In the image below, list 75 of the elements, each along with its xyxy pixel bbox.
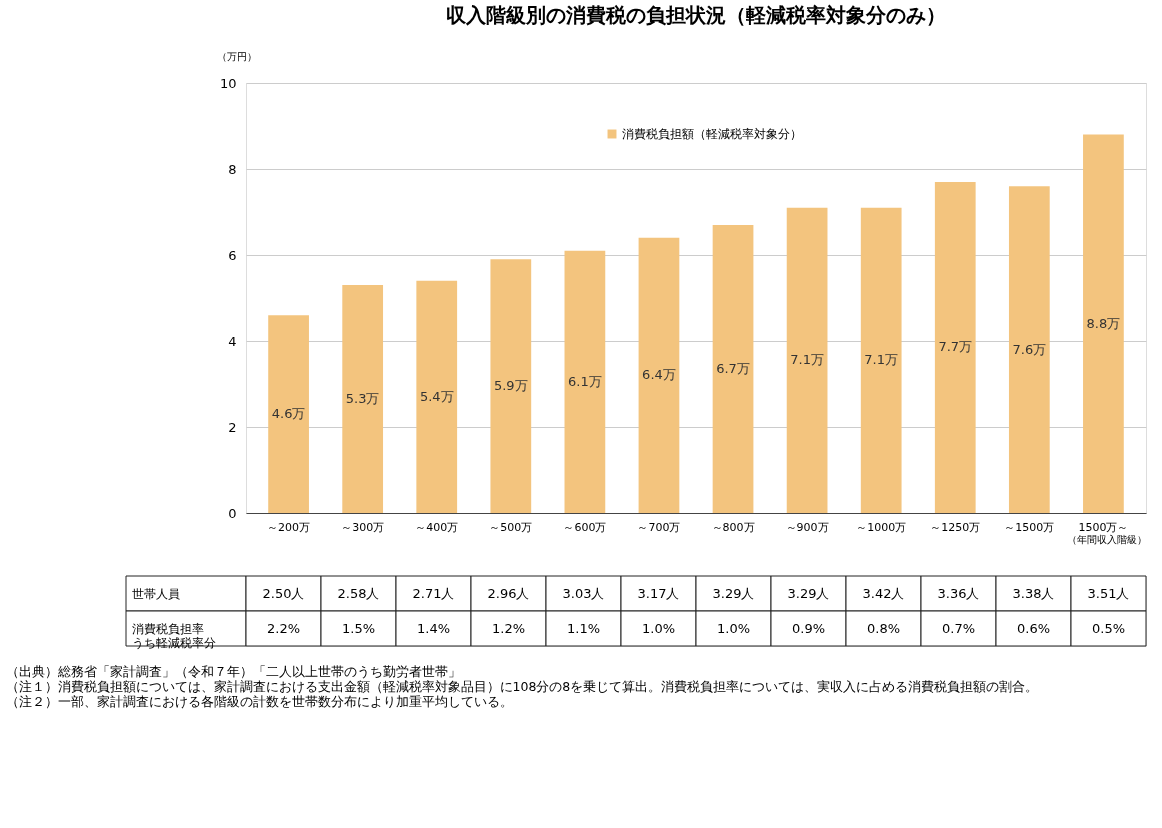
data-label: 2.71人: [412, 585, 455, 601]
data-label: 6.4万: [642, 367, 676, 383]
data-label: 5.9万: [493, 378, 528, 394]
bar: [268, 315, 309, 513]
data-label: 5.3万: [345, 391, 380, 407]
bar: [490, 259, 532, 513]
y-tick-label: 世帯人員: [131, 586, 180, 601]
data-label: 3.29人: [787, 585, 830, 601]
text: （注２）一部、家計調査における各階級の計数を世帯数分布により加重平均している。: [5, 694, 513, 709]
y-tick-label: 6: [228, 247, 237, 263]
chart-title: 収入階級別の消費税の負担状況（軽減税率対象分のみ）: [446, 3, 946, 27]
x-tick-label: ～900万: [785, 520, 829, 534]
data-label: 0.8%: [866, 620, 901, 636]
data-label: 3.17人: [637, 585, 680, 601]
bar: [564, 250, 606, 513]
data-label: 8.8万: [1086, 315, 1121, 331]
bar: [860, 207, 902, 513]
data-label: 2.50人: [262, 585, 305, 601]
data-label: 1.0%: [641, 620, 676, 636]
y-tick-label: 0: [228, 505, 237, 521]
data-label: 3.03人: [562, 585, 605, 601]
y-axis-title: （万円）: [216, 50, 257, 62]
x-tick-label: ～600万: [563, 520, 607, 534]
y-tick-label: 8: [228, 161, 237, 177]
data-label: 7.1万: [864, 352, 899, 368]
data-label: 3.36人: [937, 585, 980, 601]
data-label: 1.2%: [491, 620, 526, 636]
data-label: 0.6%: [1016, 620, 1051, 636]
data-label: 5.4万: [419, 388, 454, 404]
x-tick-label: ～300万: [341, 520, 385, 534]
text: （注１）消費税負担額については、家計調査における支出金額（軽減税率対象品目）に108分の8を乗じて算出。消費税負担率については、実収入に占める消費税負担額の割合。: [5, 679, 1039, 694]
bar: [342, 285, 384, 513]
y-tick-label: 10: [219, 75, 237, 91]
y-tick-label: 4: [228, 333, 237, 349]
x-tick-label: 1500万～: [1078, 520, 1129, 534]
data-label: 6.7万: [716, 360, 750, 376]
x-tick-label: ～1250万: [930, 520, 981, 534]
data-label: 7.6万: [1012, 341, 1047, 357]
x-tick-label: ～1000万: [856, 520, 907, 534]
x-tick-label: ～400万: [415, 520, 459, 534]
data-label: 2.2%: [266, 620, 301, 636]
data-label: 7.7万: [938, 339, 973, 355]
bar: [1008, 186, 1050, 513]
data-label: 6.1万: [568, 373, 602, 389]
data-label: 7.1万: [790, 352, 824, 368]
bar: [416, 280, 458, 513]
x-tick-label: ～700万: [637, 520, 681, 534]
text: （出典）総務省「家計調査」（令和７年）「二人以上世帯のうち勤労者世帯」: [5, 664, 461, 679]
bar: [638, 237, 680, 513]
data-label: 3.42人: [862, 585, 905, 601]
x-tick-label: ～200万: [267, 520, 311, 534]
bar: [1083, 134, 1124, 513]
x-tick-label: ～1500万: [1004, 520, 1055, 534]
data-label: 0.7%: [941, 620, 976, 636]
data-label: 1.1%: [566, 620, 601, 636]
x-tick-label: ～500万: [489, 520, 533, 534]
x-tick-label: ～800万: [711, 520, 755, 534]
x-axis-title: （年間収入階級）: [1066, 533, 1147, 545]
data-label: 2.96人: [487, 585, 530, 601]
data-label: 0.9%: [791, 620, 826, 636]
bar: [786, 207, 828, 513]
data-label: 4.6万: [271, 406, 306, 422]
data-label: 1.0%: [716, 620, 751, 636]
y-tick-label: 消費税負担率うち軽減税率分: [131, 621, 216, 650]
data-label: 3.51人: [1087, 585, 1130, 601]
data-label: 3.29人: [712, 585, 755, 601]
bar: [712, 224, 754, 513]
data-label: 2.58人: [337, 585, 380, 601]
y-tick-label: 2: [228, 419, 237, 435]
legend-label: 消費税負担額（軽減税率対象分）: [622, 127, 802, 141]
bar: [934, 181, 976, 513]
data-label: 1.5%: [341, 620, 376, 636]
data-label: 3.38人: [1012, 585, 1055, 601]
data-label: 1.4%: [416, 620, 451, 636]
data-label: 0.5%: [1091, 620, 1126, 636]
